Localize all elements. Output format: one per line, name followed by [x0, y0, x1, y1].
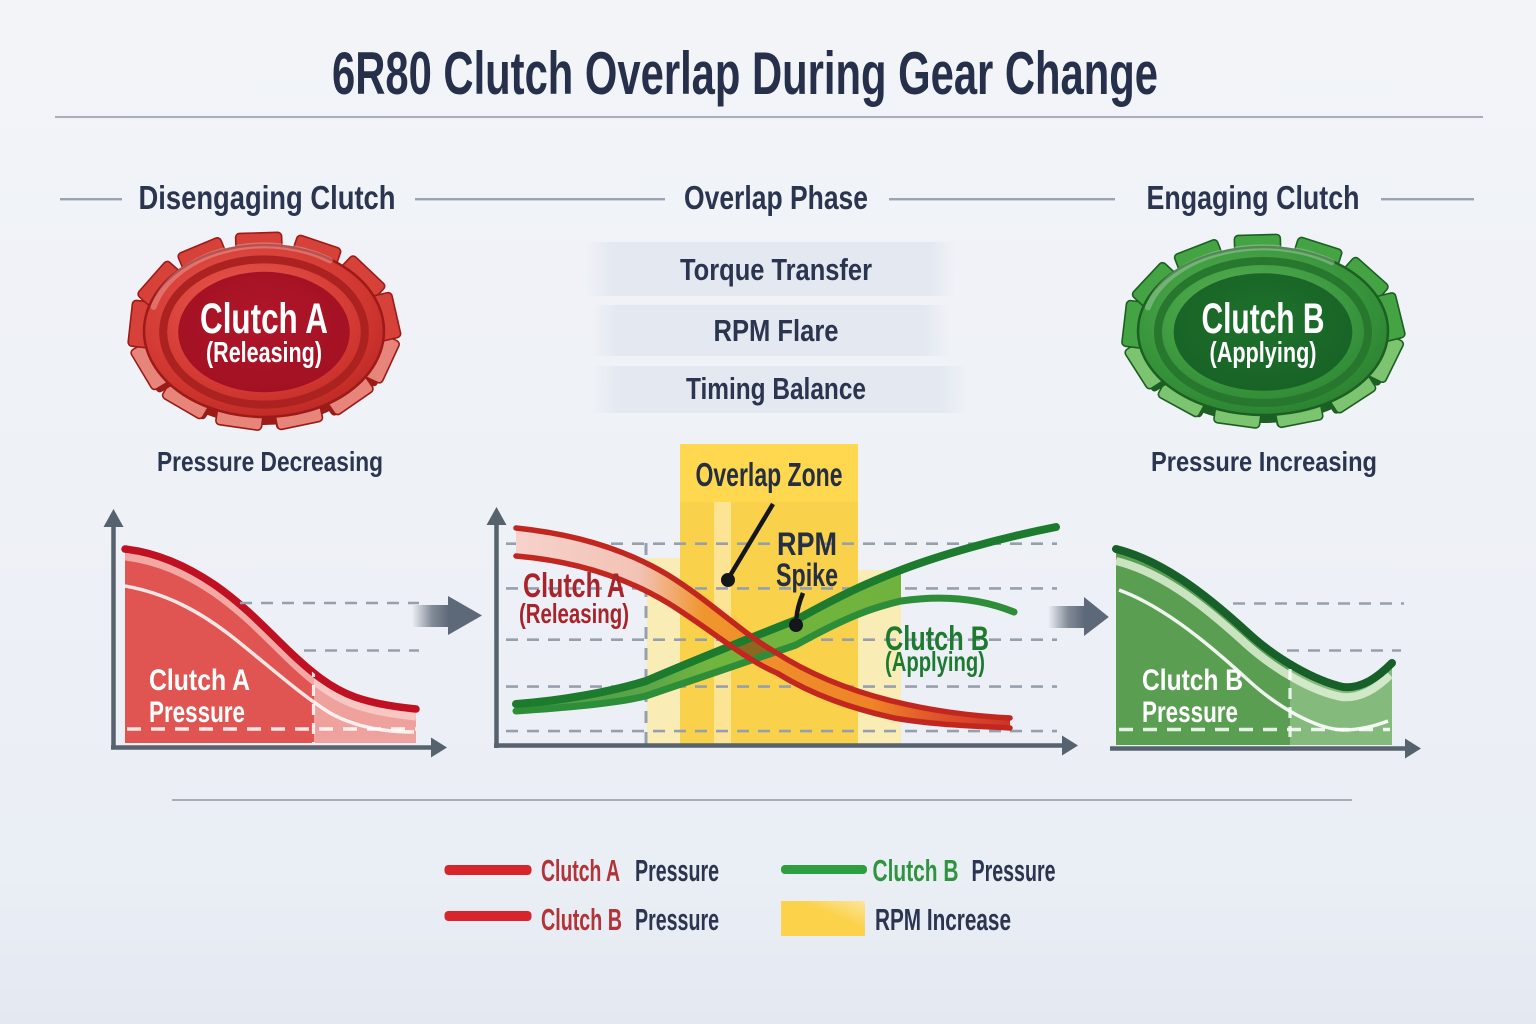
svg-text:Clutch B: Clutch B	[1142, 664, 1243, 697]
svg-text:Clutch B: Clutch B	[885, 620, 989, 658]
svg-text:Engaging Clutch: Engaging Clutch	[1147, 179, 1360, 216]
svg-text:RPM Increase: RPM Increase	[875, 902, 1011, 937]
svg-text:Disengaging Clutch: Disengaging Clutch	[139, 179, 396, 216]
svg-text:Overlap Zone: Overlap Zone	[696, 456, 843, 493]
svg-text:Clutch A: Clutch A	[149, 664, 250, 697]
svg-text:Clutch B: Clutch B	[873, 853, 959, 888]
svg-text:Torque Transfer: Torque Transfer	[680, 252, 872, 287]
svg-text:Pressure: Pressure	[972, 853, 1056, 888]
svg-text:RPM: RPM	[777, 526, 837, 562]
svg-text:Pressure Decreasing: Pressure Decreasing	[157, 446, 383, 477]
svg-text:6R80 Clutch Overlap During Gea: 6R80 Clutch Overlap During Gear Change	[332, 40, 1158, 107]
svg-text:(Releasing): (Releasing)	[206, 337, 322, 369]
svg-text:Spike: Spike	[776, 557, 838, 593]
svg-text:RPM Flare: RPM Flare	[714, 313, 839, 348]
svg-text:Clutch A: Clutch A	[200, 295, 328, 343]
svg-text:Clutch A: Clutch A	[541, 853, 620, 888]
svg-text:Pressure Increasing: Pressure Increasing	[1151, 446, 1377, 477]
svg-text:(Applying): (Applying)	[1210, 337, 1317, 369]
svg-text:Clutch A: Clutch A	[523, 567, 625, 605]
svg-text:Timing Balance: Timing Balance	[686, 371, 866, 406]
svg-text:(Applying): (Applying)	[885, 646, 985, 677]
svg-text:Pressure: Pressure	[149, 696, 245, 729]
svg-text:Pressure: Pressure	[635, 902, 719, 937]
svg-text:Clutch B: Clutch B	[541, 902, 622, 937]
svg-text:Clutch B: Clutch B	[1202, 295, 1325, 343]
svg-text:Overlap Phase: Overlap Phase	[684, 179, 868, 216]
svg-text:Pressure: Pressure	[1142, 696, 1238, 729]
svg-text:Pressure: Pressure	[635, 853, 719, 888]
svg-text:(Releasing): (Releasing)	[519, 598, 629, 629]
